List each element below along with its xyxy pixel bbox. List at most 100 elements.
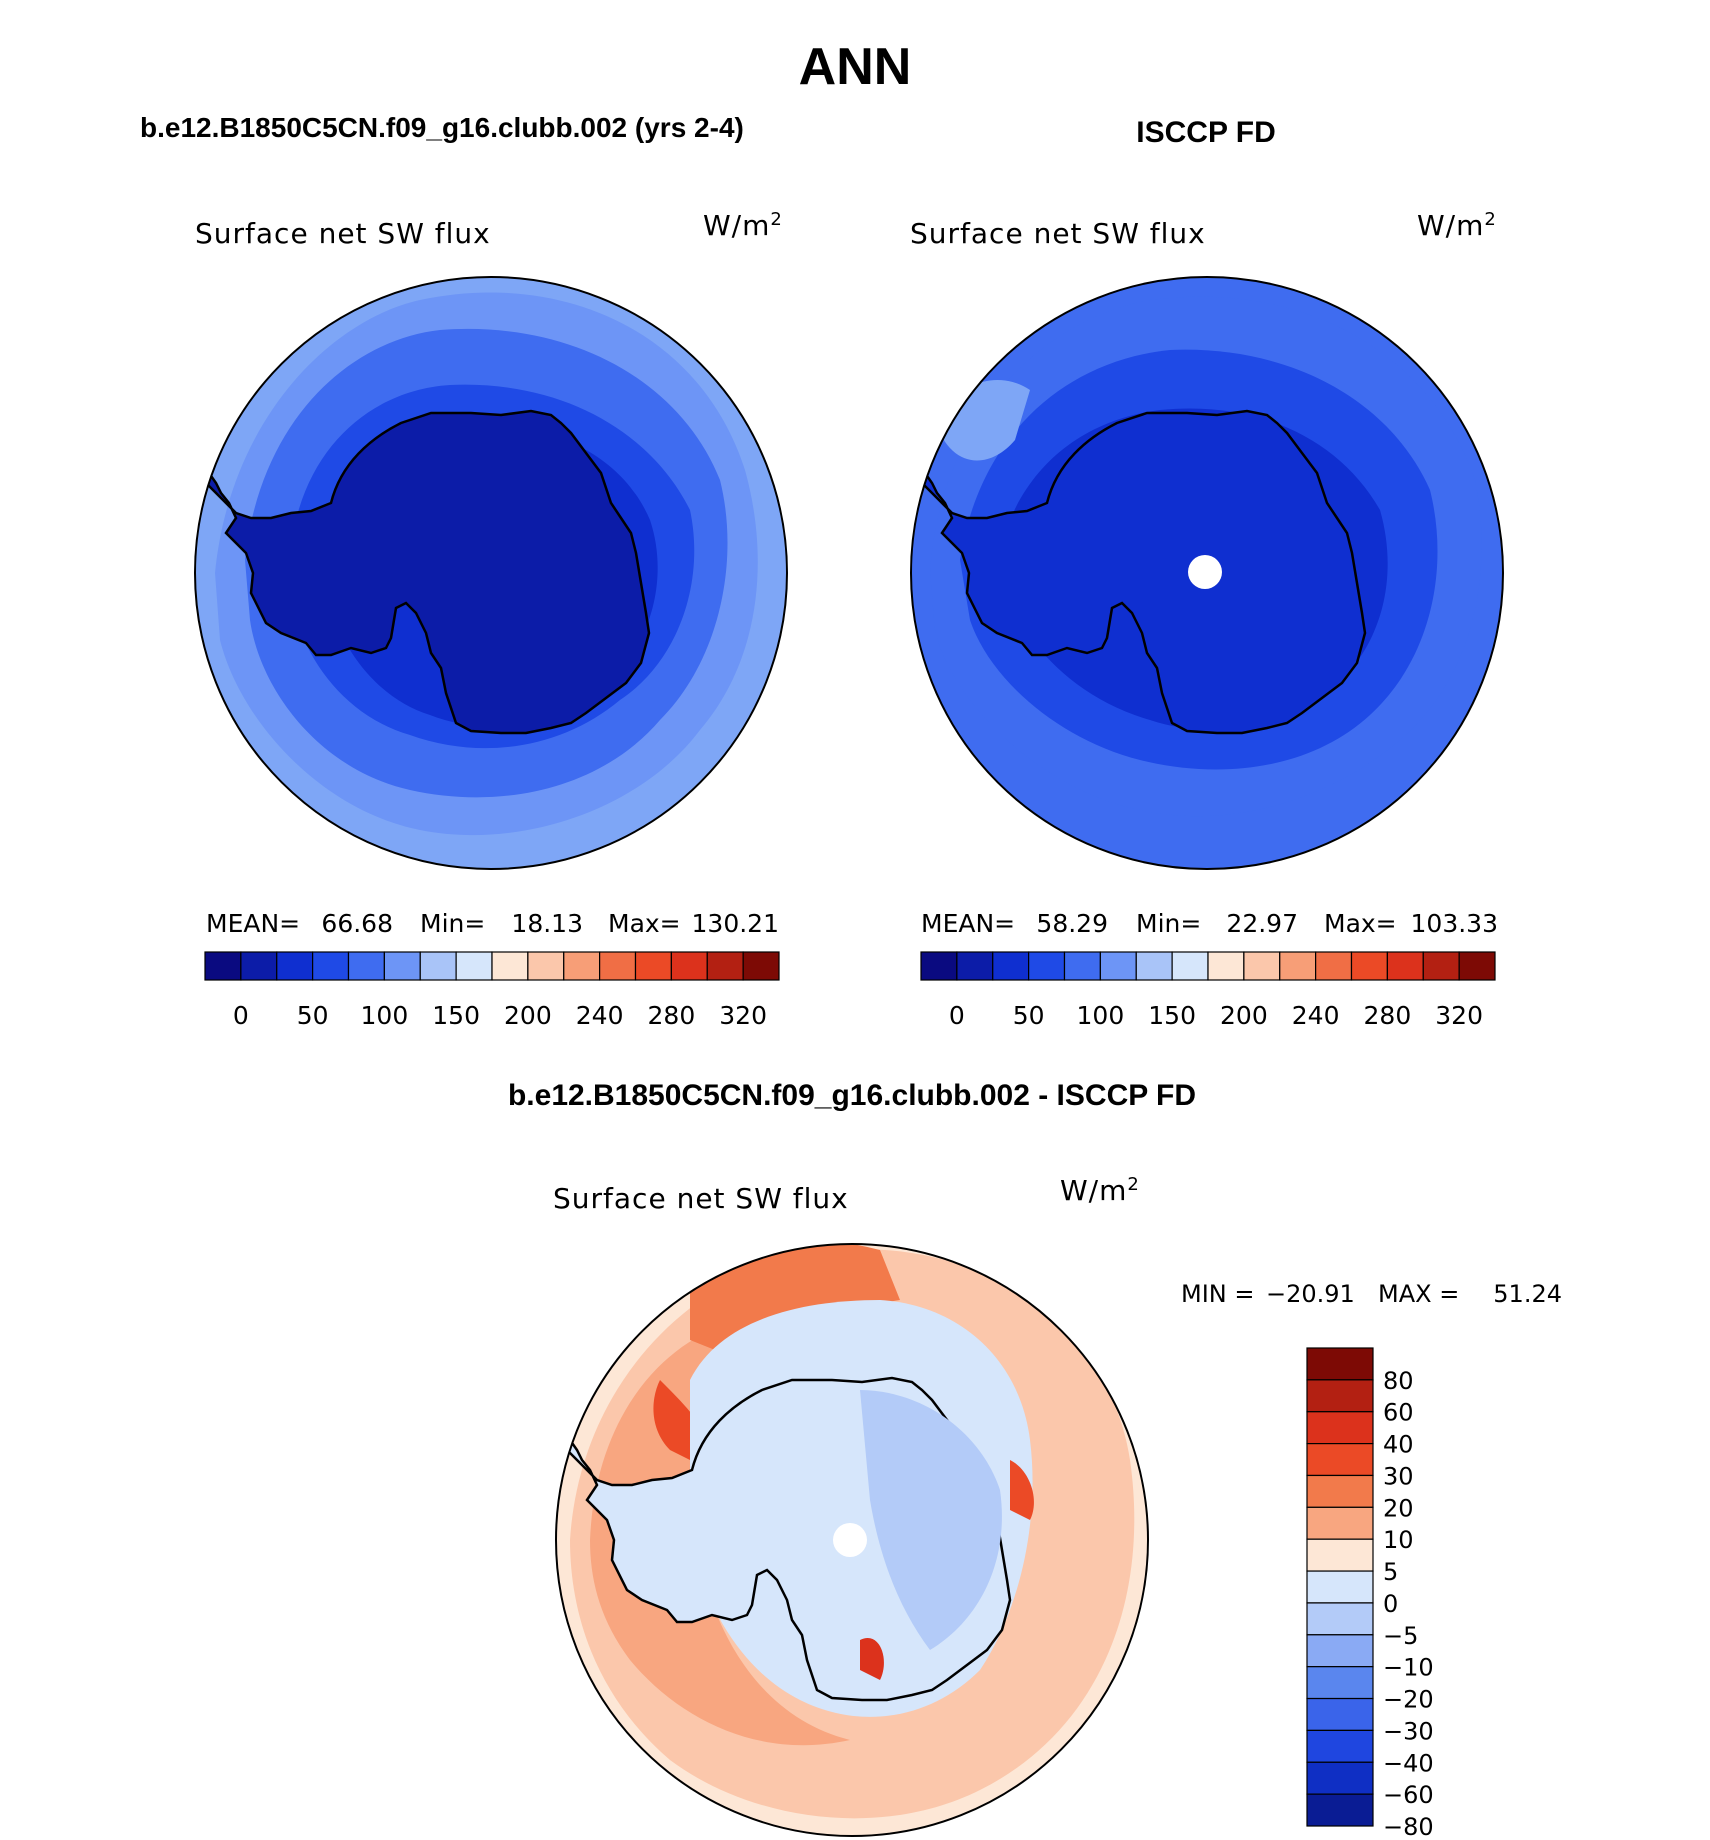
colorbar-diff-tick-label: 30	[1383, 1462, 1414, 1490]
colorbar-obs-swatch	[1315, 951, 1353, 981]
colorbar-diff-tick-label: 20	[1383, 1494, 1414, 1522]
colorbar-model-swatch	[491, 951, 529, 981]
panel-obs-mean-value: 58.29	[1036, 909, 1108, 938]
colorbar-diff-swatch	[1306, 1697, 1374, 1731]
colorbar-obs-tick-label: 100	[1077, 1001, 1125, 1030]
panel-diff-units-base: W/m	[1060, 1174, 1127, 1207]
colorbar-model-swatch	[276, 951, 314, 981]
colorbar-model-tick-label: 50	[297, 1001, 329, 1030]
panel-diff-minmax: MIN = −20.91 MAX = 51.24	[1181, 1280, 1562, 1308]
colorbar-model-swatch	[634, 951, 672, 981]
colorbar-diff-tick-label: 10	[1383, 1526, 1414, 1554]
colorbar-diff-swatch	[1306, 1411, 1374, 1445]
colorbar-diff-swatch	[1306, 1634, 1374, 1668]
panel-obs-units: W/m2	[1417, 209, 1497, 242]
colorbar-diff-swatch	[1306, 1761, 1374, 1795]
panel-diff-max-value: 51.24	[1493, 1280, 1562, 1308]
colorbar-obs-swatch	[992, 951, 1030, 981]
panel-obs-max-label: Max=	[1324, 909, 1397, 938]
colorbar-diff-tick-label: 60	[1383, 1399, 1414, 1427]
colorbar-model-tick-label: 240	[576, 1001, 624, 1030]
panel-model-min-label: Min=	[420, 909, 485, 938]
colorbar-obs-swatch	[1279, 951, 1317, 981]
panel-model-stats: MEAN= 66.68 Min= 18.13 Max= 130.21	[206, 909, 779, 938]
colorbar-model-swatch	[527, 951, 565, 981]
colorbar-diff-swatch	[1306, 1729, 1374, 1763]
colorbar-model-swatch	[706, 951, 744, 981]
colorbar-model-swatch	[455, 951, 493, 981]
colorbar-obs-swatch	[1207, 951, 1245, 981]
panel-model-units-base: W/m	[703, 209, 770, 242]
pole-hole-diff	[833, 1523, 867, 1557]
map-model	[195, 277, 787, 869]
map-obs-outline	[910, 276, 1504, 870]
panel-obs-heading: ISCCP FD	[1136, 116, 1275, 149]
colorbar-obs-swatch	[1171, 951, 1209, 981]
colorbar-obs-swatch	[1243, 951, 1281, 981]
colorbar-diff-tick-label: 40	[1383, 1431, 1414, 1459]
colorbar-model-swatch	[240, 951, 278, 981]
panel-model-min-value: 18.13	[511, 909, 583, 938]
colorbar-obs-swatch	[1135, 951, 1173, 981]
colorbar-obs-tick-label: 320	[1435, 1001, 1483, 1030]
colorbar-diff-tick-label: −40	[1383, 1749, 1434, 1777]
panel-model-heading: b.e12.B1850C5CN.f09_g16.clubb.002 (yrs 2…	[140, 112, 744, 143]
colorbar-obs-swatch	[1386, 951, 1424, 981]
colorbar-model-tick-label: 100	[361, 1001, 409, 1030]
colorbar-diff: 80 60 40 30 20 10 5 0 −5 −10 −20 −30 −40 −60 −80	[1306, 1347, 1434, 1840]
colorbar-diff-tick-label: −80	[1383, 1813, 1434, 1840]
colorbar-diff-tick-label: 5	[1383, 1558, 1398, 1586]
colorbar-diff-tick-label: 80	[1383, 1367, 1414, 1395]
colorbar-model-swatch	[312, 951, 350, 981]
panel-model-units: W/m2	[703, 209, 783, 242]
panel-obs-max-value: 103.33	[1411, 909, 1498, 938]
panel-obs-units-base: W/m	[1417, 209, 1484, 242]
panel-obs: ISCCP FD Surface net SW flux W/m2 MEAN= …	[910, 116, 1504, 1030]
panel-diff-units: W/m2	[1060, 1174, 1140, 1207]
colorbar-model-tick-label: 200	[504, 1001, 552, 1030]
colorbar-diff-swatch	[1306, 1474, 1374, 1508]
colorbar-diff-tick-label: −30	[1383, 1717, 1434, 1745]
panel-model: b.e12.B1850C5CN.f09_g16.clubb.002 (yrs 2…	[140, 112, 788, 1030]
colorbar-model-tick-label: 150	[432, 1001, 480, 1030]
colorbar-obs-tick-label: 200	[1220, 1001, 1268, 1030]
panel-obs-min-label: Min=	[1136, 909, 1201, 938]
panel-diff-units-exponent: 2	[1127, 1174, 1139, 1195]
colorbar-obs-tick-label: 280	[1364, 1001, 1412, 1030]
colorbar-diff-tick-label: 0	[1383, 1590, 1398, 1618]
colorbar-obs-tick-label: 240	[1292, 1001, 1340, 1030]
colorbar-diff-swatch	[1306, 1379, 1374, 1413]
panel-diff: b.e12.B1850C5CN.f09_g16.clubb.002 - ISCC…	[508, 1079, 1562, 1840]
colorbar-diff-swatch	[1306, 1793, 1374, 1827]
colorbar-model-swatch	[599, 951, 637, 981]
panel-diff-max-label: MAX =	[1378, 1280, 1459, 1308]
colorbar-diff-swatch	[1306, 1347, 1374, 1381]
panel-model-max-label: Max=	[608, 909, 681, 938]
colorbar-model: 0 50 100 150 200 240 280 320	[204, 951, 780, 1030]
colorbar-model-tick-label: 0	[233, 1001, 249, 1030]
colorbar-model-swatch	[419, 951, 457, 981]
panel-diff-min-value: −20.91	[1266, 1280, 1355, 1308]
colorbar-model-swatch	[204, 951, 242, 981]
colorbar-obs-swatch	[1028, 951, 1066, 981]
panel-model-max-value: 130.21	[692, 909, 779, 938]
colorbar-diff-swatch	[1306, 1666, 1374, 1700]
colorbar-obs-swatch	[1063, 951, 1101, 981]
colorbar-obs-swatch	[1458, 951, 1496, 981]
panel-diff-field-label: Surface net SW flux	[553, 1182, 849, 1215]
panel-model-field-label: Surface net SW flux	[195, 217, 491, 250]
colorbar-diff-tick-label: −60	[1383, 1781, 1434, 1809]
colorbar-obs: 0 50 100 150 200 240 280 320	[920, 951, 1496, 1030]
colorbar-model-swatch	[563, 951, 601, 981]
colorbar-obs-swatch	[920, 951, 958, 981]
colorbar-model-tick-label: 320	[719, 1001, 767, 1030]
colorbar-diff-swatch	[1306, 1442, 1374, 1477]
panel-obs-min-value: 22.97	[1226, 909, 1298, 938]
panel-diff-heading: b.e12.B1850C5CN.f09_g16.clubb.002 - ISCC…	[508, 1079, 1196, 1112]
main-title: ANN	[799, 38, 912, 96]
colorbar-diff-swatch	[1306, 1570, 1374, 1604]
panel-obs-stats: MEAN= 58.29 Min= 22.97 Max= 103.33	[921, 909, 1498, 938]
colorbar-model-swatch	[347, 951, 385, 981]
panel-obs-field-label: Surface net SW flux	[910, 217, 1206, 250]
panel-model-units-exponent: 2	[770, 209, 782, 230]
